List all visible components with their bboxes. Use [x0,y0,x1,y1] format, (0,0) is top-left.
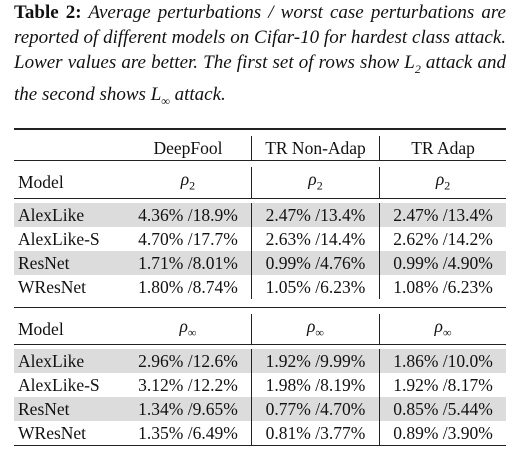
rho-symbol: ρ2 [436,169,450,189]
caption-l2-base: L [404,52,415,73]
rho-base: ρ [436,169,444,189]
perturbation-value: 3.12% /12.2% [125,373,251,397]
header-tr-adap: TR Adap [380,136,506,161]
metric-symbol: ρ∞ [380,314,506,345]
header-empty-cell [14,136,125,161]
rho-base: ρ [435,316,443,336]
model-name: AlexLike-S [14,227,125,251]
metric-symbol: ρ2 [251,167,379,198]
perturbation-value: 0.99% /4.76% [251,251,379,275]
perturbation-value: 1.71% /8.01% [125,251,251,275]
metric-symbol: ρ∞ [251,314,379,345]
caption-label: Table 2: [14,2,82,23]
model-name: ResNet [14,251,125,275]
perturbation-value: 1.35% /6.49% [125,421,251,446]
perturbation-value: 1.92% /9.99% [251,349,379,373]
model-name: WResNet [14,275,125,299]
rho-subscript: ∞ [315,325,324,339]
model-name: AlexLike [14,349,125,373]
header-tr-non-adap: TR Non-Adap [251,136,379,161]
perturbation-value: 2.47% /13.4% [251,203,379,227]
perturbation-value: 1.98% /8.19% [251,373,379,397]
model-name: ResNet [14,397,125,421]
top-rule [14,129,506,136]
rho-subscript: ∞ [443,325,452,339]
table-caption: Table 2: Average perturbations / worst c… [14,0,506,114]
perturbation-value: 2.62% /14.2% [380,227,506,251]
rho-symbol: ρ∞ [435,316,452,336]
perturbation-value: 0.81% /3.77% [251,421,379,446]
bottom-rule [14,446,506,452]
perturbation-value: 0.85% /5.44% [380,397,506,421]
rho-symbol: ρ∞ [179,316,196,336]
metric-symbol: ρ∞ [125,314,251,345]
rho-symbol: ρ∞ [307,316,324,336]
rho-symbol: ρ2 [181,169,195,189]
perturbation-value: 1.34% /9.65% [125,397,251,421]
perturbation-value: 1.86% /10.0% [380,349,506,373]
caption-linf-symbol: L∞ [151,84,170,105]
caption-l2-symbol: L2 [404,52,421,73]
perturbation-value: 1.08% /6.23% [380,275,506,299]
model-name: AlexLike-S [14,373,125,397]
rho-subscript: 2 [189,179,195,193]
model-label: Model [14,314,125,345]
rho-base: ρ [179,316,187,336]
rho-subscript: ∞ [188,325,197,339]
perturbation-value: 2.63% /14.4% [251,227,379,251]
caption-text-part3: attack. [170,84,226,105]
rho-subscript: 2 [317,179,323,193]
perturbation-value: 4.70% /17.7% [125,227,251,251]
rho-base: ρ [308,169,316,189]
rho-symbol: ρ2 [308,169,322,189]
model-label: Model [14,167,125,198]
header-deepfool: DeepFool [125,136,251,161]
perturbation-value: 2.96% /12.6% [125,349,251,373]
section-gap [14,299,506,308]
perturbation-value: 1.05% /6.23% [251,275,379,299]
caption-linf-sub: ∞ [161,94,170,108]
metric-symbol: ρ2 [125,167,251,198]
metric-symbol: ρ2 [380,167,506,198]
perturbation-value: 0.77% /4.70% [251,397,379,421]
perturbation-value: 0.89% /3.90% [380,421,506,446]
model-name: WResNet [14,421,125,446]
perturbation-value: 0.99% /4.90% [380,251,506,275]
caption-linf-base: L [151,84,162,105]
perturbation-value: 4.36% /18.9% [125,203,251,227]
rho-base: ρ [181,169,189,189]
perturbation-value: 2.47% /13.4% [380,203,506,227]
perturbation-value: 1.80% /8.74% [125,275,251,299]
column-header-row: DeepFool TR Non-Adap TR Adap [14,136,506,161]
model-name: AlexLike [14,203,125,227]
rho-subscript: 2 [444,179,450,193]
perturbation-value: 1.92% /8.17% [380,373,506,397]
